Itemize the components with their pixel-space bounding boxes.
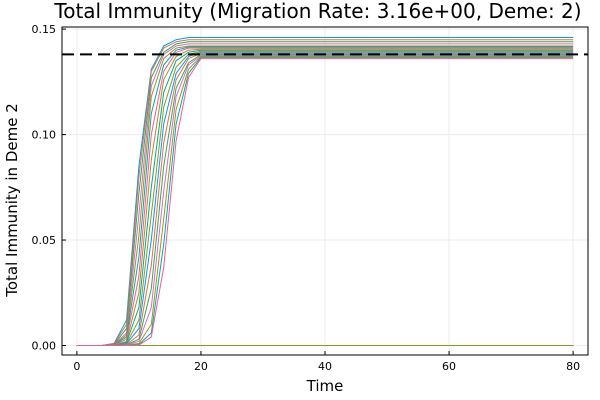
y-tick-label: 0.15 xyxy=(32,23,57,36)
chart-title: Total Immunity (Migration Rate: 3.16e+00… xyxy=(53,0,581,23)
y-tick-label: 0.05 xyxy=(32,234,57,247)
immunity-series-line xyxy=(76,58,574,346)
y-axis-label: Total Immunity in Deme 2 xyxy=(3,103,21,298)
x-tick-label: 80 xyxy=(566,360,580,373)
x-tick-label: 20 xyxy=(194,360,208,373)
plot-area xyxy=(62,37,588,347)
axis-ticks: 0 20 40 60 80 0.00 0.05 0.10 0.15 xyxy=(32,23,589,373)
x-tick-label: 40 xyxy=(318,360,332,373)
x-tick-label: 60 xyxy=(442,360,456,373)
y-tick-label: 0.10 xyxy=(32,129,57,142)
x-axis-label: Time xyxy=(306,377,344,395)
y-tick-label: 0.00 xyxy=(32,340,57,353)
x-tick-label: 0 xyxy=(73,360,80,373)
